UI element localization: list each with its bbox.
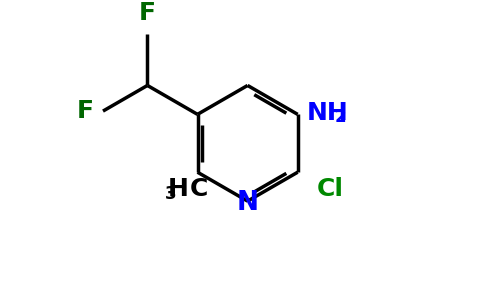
Text: NH: NH: [307, 100, 349, 124]
Text: F: F: [76, 99, 94, 123]
Text: F: F: [139, 1, 156, 25]
Text: N: N: [237, 190, 258, 216]
Text: C: C: [190, 177, 209, 201]
Text: Cl: Cl: [317, 177, 343, 201]
Text: 3: 3: [165, 185, 176, 203]
Text: 2: 2: [335, 108, 347, 126]
Text: H: H: [167, 177, 188, 201]
